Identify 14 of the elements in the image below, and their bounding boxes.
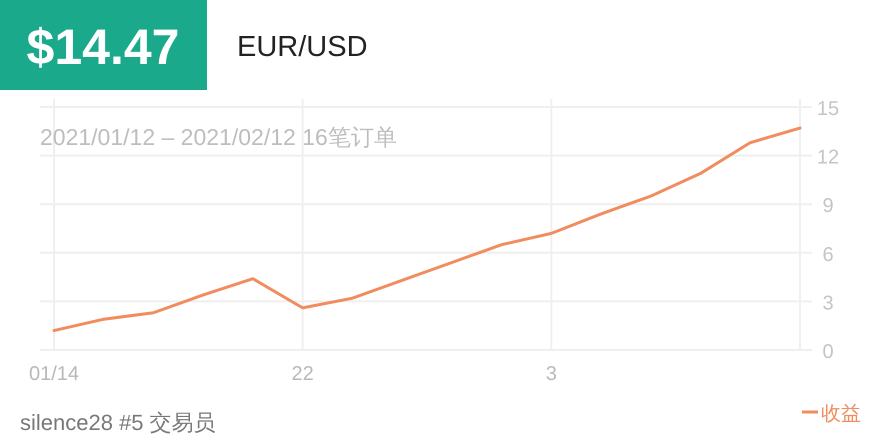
legend-label: 收益 xyxy=(821,403,861,425)
annotation: 2021/01/12 – 2021/02/12 16笔订单 xyxy=(40,124,397,150)
y-tick-label: 15 xyxy=(816,98,840,120)
y-tick-label: 12 xyxy=(816,146,840,169)
y-tick-label: 0 xyxy=(822,341,834,363)
y-tick-label: 9 xyxy=(822,195,834,218)
x-tick-label: 3 xyxy=(546,363,557,385)
x-tick-label: 22 xyxy=(292,363,314,385)
x-tick-label: 01/14 xyxy=(28,363,80,385)
y-tick-label: 6 xyxy=(822,244,834,266)
y-tick-label: 3 xyxy=(822,292,834,314)
text: silence28 #5 交易员 xyxy=(20,410,216,435)
chart-title: $14.47 xyxy=(26,19,180,75)
chart-subtitle: EUR/USD xyxy=(237,31,368,63)
